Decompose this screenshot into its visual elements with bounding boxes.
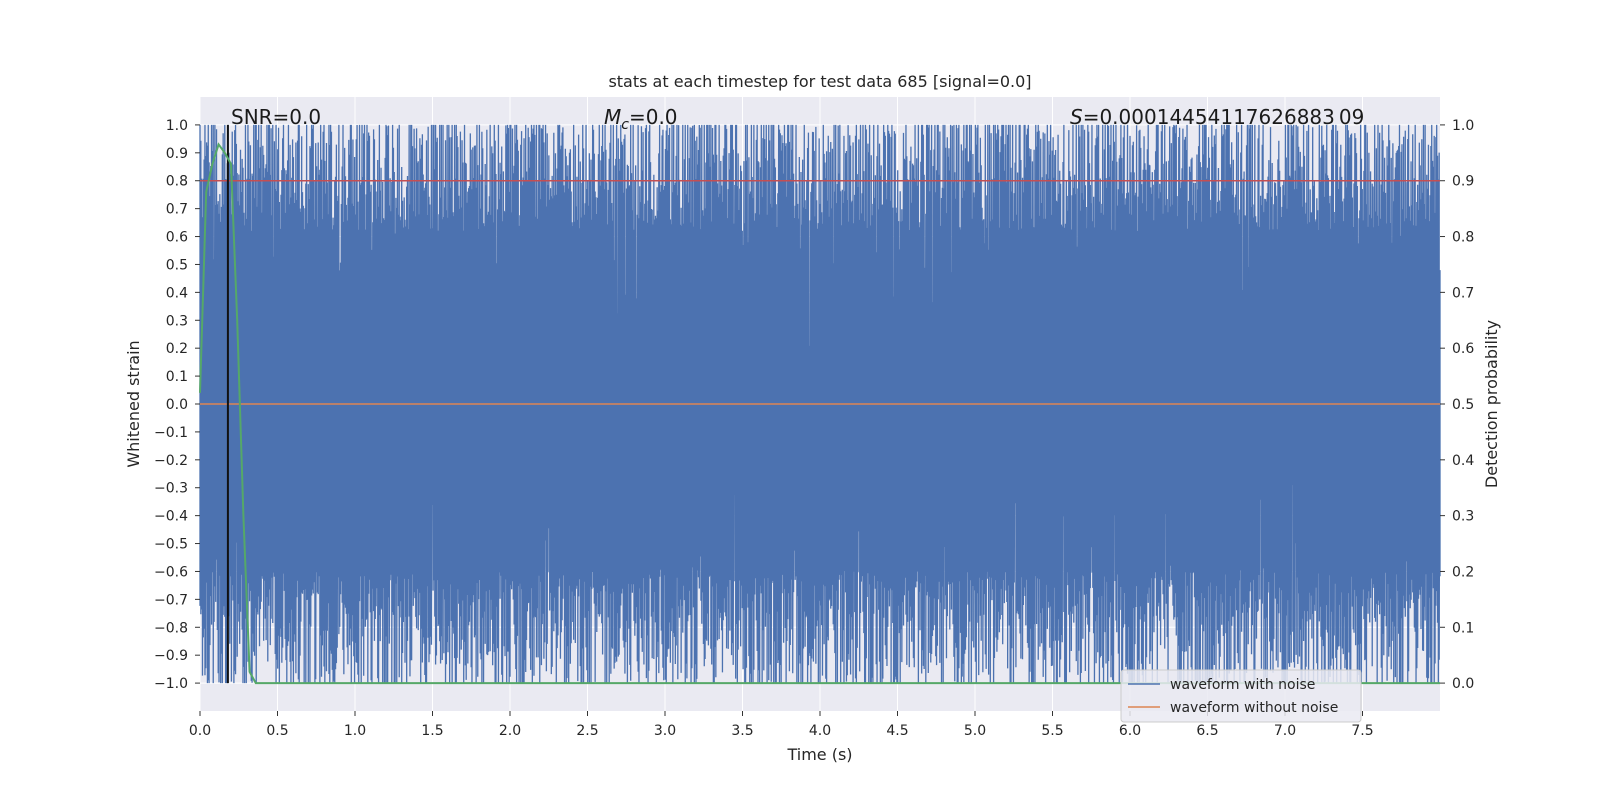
y-tick-label: −0.2 bbox=[154, 453, 188, 469]
axes-layer: 0.0 0.5 1.0 1.5 2.0 2.5 3.0 3.5 4.0 4.5 5.0 5.5 6.0 6… bbox=[154, 118, 1474, 739]
chirp-mass-annotation: Mc=0.0 bbox=[604, 105, 678, 133]
y-tick-label: 1.0 bbox=[166, 118, 188, 134]
y2-tick-label: 0.0 bbox=[1452, 676, 1474, 692]
x-tick-label: 1.0 bbox=[344, 723, 366, 739]
snr-annotation: SNR=0.0 bbox=[231, 105, 321, 129]
series-waveform-with-noise bbox=[199, 124, 1441, 684]
x-tick-label: 0.0 bbox=[189, 723, 211, 739]
x-tick-label: 3.0 bbox=[654, 723, 676, 739]
y2-tick-label: 0.7 bbox=[1452, 285, 1474, 301]
mc-subscript: c bbox=[621, 117, 629, 133]
x-tick-label: 7.0 bbox=[1274, 723, 1296, 739]
y-tick-label: 0.4 bbox=[166, 285, 188, 301]
x-tick-label: 5.0 bbox=[964, 723, 986, 739]
mc-value: =0.0 bbox=[629, 105, 678, 129]
y-axis-label: Whitened strain bbox=[124, 340, 143, 467]
x-tick-label: 2.5 bbox=[576, 723, 598, 739]
y2-tick-label: 0.4 bbox=[1452, 453, 1474, 469]
legend: waveform with noise waveform without noi… bbox=[1120, 669, 1362, 723]
y-tick-label: −0.9 bbox=[154, 648, 188, 664]
y-tick-label: 0.5 bbox=[166, 257, 188, 273]
y-tick-label: 0.2 bbox=[166, 341, 188, 357]
data-layer bbox=[199, 124, 1441, 685]
y2-tick-label: 0.1 bbox=[1452, 620, 1474, 636]
s-symbol: S bbox=[1070, 105, 1083, 129]
y-tick-label: 0.7 bbox=[166, 202, 188, 218]
y2-tick-label: 0.2 bbox=[1452, 564, 1474, 580]
legend-box bbox=[1120, 669, 1362, 723]
y2-tick-label: 0.3 bbox=[1452, 509, 1474, 525]
y-tick-label: −0.1 bbox=[154, 425, 188, 441]
y-tick-label: 0.6 bbox=[166, 230, 188, 246]
x-tick-label: 4.0 bbox=[809, 723, 831, 739]
y-tick-label: −0.5 bbox=[154, 537, 188, 553]
y-tick-label: −0.7 bbox=[154, 592, 188, 608]
x-axis-label: Time (s) bbox=[786, 745, 852, 764]
y-tick-label: 0.8 bbox=[166, 174, 188, 190]
x-tick-label: 7.5 bbox=[1351, 723, 1373, 739]
chart-title: stats at each timestep for test data 685… bbox=[608, 72, 1031, 91]
x-tick-label: 5.5 bbox=[1041, 723, 1063, 739]
x-tick-label: 6.0 bbox=[1119, 723, 1141, 739]
y-tick-label: −0.6 bbox=[154, 564, 188, 580]
y-tick-label: −1.0 bbox=[154, 676, 188, 692]
series-detection-probability bbox=[199, 142, 1440, 685]
y-tick-label: 0.0 bbox=[166, 397, 188, 413]
y-tick-label: −0.3 bbox=[154, 481, 188, 497]
y2-tick-label: 0.8 bbox=[1452, 230, 1474, 246]
x-tick-label: 3.5 bbox=[731, 723, 753, 739]
y-tick-label: −0.4 bbox=[154, 509, 188, 525]
x-tick-label: 2.0 bbox=[499, 723, 521, 739]
x-tick-label: 6.5 bbox=[1196, 723, 1218, 739]
legend-label-clean: waveform without noise bbox=[1170, 700, 1338, 716]
y2-axis-label: Detection probability bbox=[1482, 320, 1501, 488]
s-value: =0.00014454117626883 09 bbox=[1083, 105, 1365, 129]
x-tick-label: 4.5 bbox=[886, 723, 908, 739]
y-tick-label: −0.8 bbox=[154, 620, 188, 636]
y-tick-label: 0.9 bbox=[166, 146, 188, 162]
y2-tick-label: 0.5 bbox=[1452, 397, 1474, 413]
s-annotation: S=0.00014454117626883 09 bbox=[1070, 105, 1364, 129]
y-tick-label: 0.1 bbox=[166, 369, 188, 385]
mc-symbol: M bbox=[604, 105, 621, 129]
y-tick-label: 0.3 bbox=[166, 313, 188, 329]
y2-tick-label: 0.9 bbox=[1452, 174, 1474, 190]
y2-tick-label: 0.6 bbox=[1452, 341, 1474, 357]
x-tick-label: 1.5 bbox=[421, 723, 443, 739]
y2-tick-label: 1.0 bbox=[1452, 118, 1474, 134]
x-tick-label: 0.5 bbox=[266, 723, 288, 739]
legend-label-noise: waveform with noise bbox=[1170, 677, 1315, 693]
